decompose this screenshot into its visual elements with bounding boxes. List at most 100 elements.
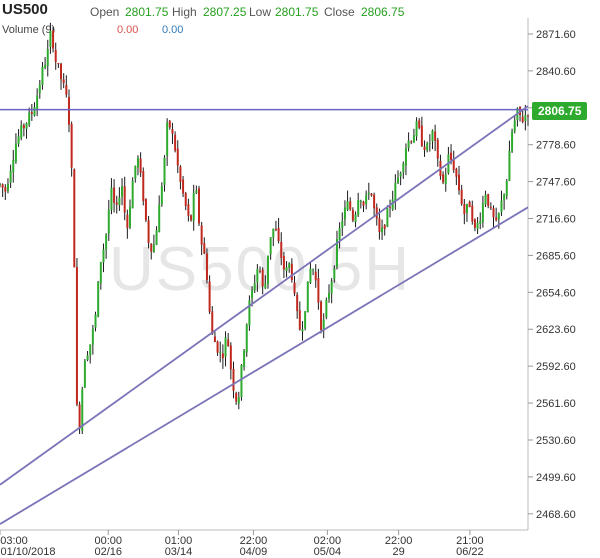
candle-body xyxy=(158,204,161,233)
candle-body xyxy=(152,244,155,252)
candle-body xyxy=(251,290,254,299)
x-tick-date: 29 xyxy=(393,546,405,558)
candle-body xyxy=(391,199,394,210)
candle-body xyxy=(134,165,137,179)
candle-body xyxy=(46,49,49,67)
candle-body xyxy=(110,187,113,210)
candle-body xyxy=(428,142,431,144)
y-tick-label: 2530.60 xyxy=(536,435,576,447)
y-tick-label: 2871.60 xyxy=(536,29,576,41)
close-label: Close xyxy=(324,5,355,19)
x-tick-time: 22:00 xyxy=(240,535,268,547)
candle-body xyxy=(375,207,378,219)
watermark: US500 5H xyxy=(109,235,411,304)
candle-body xyxy=(412,135,415,143)
candle-body xyxy=(155,230,158,245)
candle-body xyxy=(208,281,211,312)
candle-body xyxy=(144,199,147,221)
candle-body xyxy=(91,328,94,345)
candle-body xyxy=(282,256,285,270)
candle-body xyxy=(381,227,384,233)
candle-body xyxy=(333,268,336,280)
candle-body xyxy=(306,281,309,313)
candle-body xyxy=(36,95,39,110)
candle-body xyxy=(174,134,177,151)
candle-body xyxy=(166,122,169,156)
candle-body xyxy=(320,301,323,330)
candle-body xyxy=(187,204,190,216)
y-tick-label: 2654.60 xyxy=(536,287,576,299)
candle-body xyxy=(264,283,267,289)
candle-body xyxy=(150,243,153,252)
candle-body xyxy=(431,130,434,142)
candle-body xyxy=(508,150,511,181)
candle-body xyxy=(330,281,333,294)
candle-body xyxy=(160,185,163,205)
y-tick-label: 2716.60 xyxy=(536,214,576,226)
volume-label: Volume (9) xyxy=(2,24,56,36)
candle-body xyxy=(458,174,461,191)
candle-body xyxy=(301,329,304,332)
candle-body xyxy=(399,173,402,177)
candle-body xyxy=(288,263,291,268)
candle-body xyxy=(274,228,277,231)
x-tick-date: 01/10/2018 xyxy=(0,546,55,558)
x-tick-time: 01:00 xyxy=(165,535,193,547)
candle-body xyxy=(168,120,171,128)
candle-body xyxy=(195,190,198,194)
candle-body xyxy=(410,141,413,143)
candle-body xyxy=(460,189,463,204)
candle-body xyxy=(235,392,238,402)
candle-body xyxy=(524,115,527,121)
candle-body xyxy=(495,217,498,221)
candle-body xyxy=(33,107,36,116)
candle-body xyxy=(322,319,325,330)
candle-body xyxy=(349,201,352,210)
candle-body xyxy=(378,218,381,232)
x-tick-date: 02/16 xyxy=(94,546,122,558)
candle-body xyxy=(471,205,474,222)
candle-body xyxy=(190,215,193,221)
candle-body xyxy=(52,30,55,49)
candle-body xyxy=(4,187,7,192)
candle-body xyxy=(17,136,20,144)
candle-body xyxy=(99,262,102,284)
candle-body xyxy=(62,79,65,84)
candle-body xyxy=(107,209,110,234)
candle-body xyxy=(20,125,23,138)
candle-body xyxy=(12,159,15,173)
candle-body xyxy=(370,193,373,196)
candle-body xyxy=(272,228,275,238)
candle-body xyxy=(49,30,52,47)
candle-body xyxy=(227,339,230,347)
candle-body xyxy=(426,143,429,151)
candle-body xyxy=(442,174,445,183)
y-tick-label: 2592.60 xyxy=(536,361,576,373)
candle-body xyxy=(102,249,105,263)
candle-body xyxy=(245,324,248,353)
candle-body xyxy=(38,84,41,94)
candle-body xyxy=(513,120,516,132)
candle-body xyxy=(450,152,453,160)
y-tick-label: 2747.60 xyxy=(536,177,576,189)
x-tick-time: 22:00 xyxy=(385,535,413,547)
candle-body xyxy=(312,269,315,271)
candle-body xyxy=(367,192,370,195)
candle-body xyxy=(142,171,145,201)
candle-body xyxy=(105,234,108,250)
candle-body xyxy=(314,271,317,281)
x-tick-date: 06/22 xyxy=(456,546,484,558)
candle-body xyxy=(147,220,150,243)
candle-body xyxy=(115,202,118,205)
y-tick-label: 2778.60 xyxy=(536,140,576,152)
candle-body xyxy=(171,129,174,134)
candle-body xyxy=(383,225,386,229)
candle-body xyxy=(216,341,219,353)
candle-body xyxy=(290,263,293,281)
y-tick-label: 2623.60 xyxy=(536,324,576,336)
candle-body xyxy=(131,180,134,209)
candle-body xyxy=(14,143,17,162)
candle-body xyxy=(25,123,28,129)
candle-body xyxy=(492,208,495,218)
